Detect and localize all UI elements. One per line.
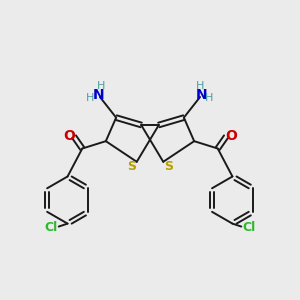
Text: O: O [225,129,237,143]
Text: Cl: Cl [242,220,255,234]
Text: S: S [164,160,173,173]
Text: S: S [127,160,136,173]
Text: H: H [196,81,204,91]
Text: H: H [205,94,214,103]
Text: H: H [86,94,95,103]
Text: O: O [63,129,75,143]
Text: N: N [196,88,207,102]
Text: Cl: Cl [45,220,58,234]
Text: N: N [93,88,104,102]
Text: H: H [97,81,106,91]
